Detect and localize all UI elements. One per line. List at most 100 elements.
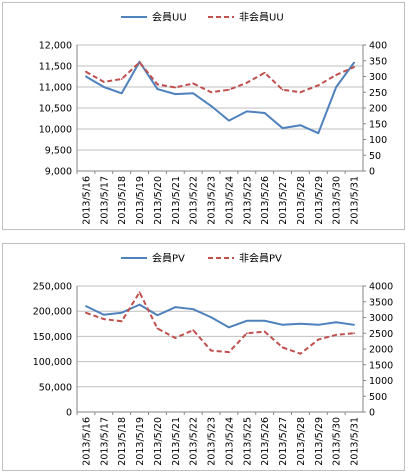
x-axis-tick-label: 2013/5/18 bbox=[117, 417, 128, 466]
pv-chart-panel: 0 50,000 100,000 150,000 200,000 250,000 0 500 1… bbox=[2, 243, 405, 471]
data-point bbox=[174, 337, 177, 339]
right-axis-tick-label: 1500 bbox=[369, 360, 393, 371]
left-axis-tick-label: 200,000 bbox=[33, 307, 72, 318]
data-point bbox=[299, 352, 302, 355]
x-axis-tick-label: 2013/5/16 bbox=[81, 176, 92, 225]
data-point bbox=[335, 333, 338, 336]
x-axis-tick-label: 2013/5/24 bbox=[224, 176, 235, 225]
legend-label: 会員UU bbox=[152, 11, 187, 24]
data-point bbox=[120, 92, 123, 95]
x-axis-tick-label: 2013/5/20 bbox=[153, 417, 164, 466]
data-point bbox=[102, 318, 105, 320]
x-axis-tick-label: 2013/5/29 bbox=[314, 176, 325, 225]
data-point bbox=[228, 351, 230, 354]
left-axis-tick-label: 10,500 bbox=[39, 104, 72, 115]
left-axis-tick-label: 11,500 bbox=[39, 62, 72, 73]
data-point bbox=[317, 84, 320, 87]
data-point bbox=[138, 291, 141, 294]
x-axis-tick-label: 2013/5/30 bbox=[332, 417, 343, 466]
data-point bbox=[210, 349, 212, 352]
data-point bbox=[192, 82, 195, 85]
right-axis-tick-label: 2000 bbox=[369, 345, 393, 356]
data-point bbox=[281, 88, 284, 91]
data-point bbox=[317, 132, 320, 135]
x-axis-tick-label: 2013/5/17 bbox=[99, 417, 110, 466]
legend-label: 会員PV bbox=[152, 252, 185, 265]
data-point bbox=[228, 119, 230, 122]
right-axis-tick-label: 2500 bbox=[369, 329, 393, 340]
right-axis-tick-label: 350 bbox=[369, 56, 387, 67]
data-point bbox=[120, 320, 123, 323]
data-point bbox=[85, 305, 87, 308]
left-axis-tick-label: 12,000 bbox=[39, 41, 72, 52]
data-point bbox=[192, 92, 195, 95]
data-point bbox=[263, 319, 266, 322]
x-axis-tick-label: 2013/5/16 bbox=[81, 417, 92, 466]
data-point bbox=[299, 322, 302, 325]
data-point bbox=[102, 80, 105, 83]
data-point bbox=[281, 323, 284, 326]
data-point bbox=[85, 311, 87, 314]
data-point bbox=[156, 314, 159, 317]
pv-line-chart: 0 50,000 100,000 150,000 200,000 250,000 0 500 1… bbox=[33, 252, 393, 466]
x-axis-tick-label: 2013/5/22 bbox=[189, 176, 200, 225]
left-axis-tick-label: 100,000 bbox=[33, 357, 72, 368]
data-point bbox=[353, 332, 355, 335]
data-point bbox=[263, 71, 266, 74]
right-axis-tick-label: 4000 bbox=[369, 282, 393, 293]
data-point bbox=[85, 75, 87, 78]
data-point bbox=[210, 316, 212, 319]
left-axis-tick-label: 250,000 bbox=[33, 282, 72, 293]
left-axis-tick-label: 9,500 bbox=[45, 146, 72, 157]
data-point bbox=[317, 323, 320, 326]
right-axis-tick-label: 50 bbox=[369, 151, 381, 162]
series-line-non-member bbox=[85, 291, 355, 355]
x-axis-tick-label: 2013/5/27 bbox=[278, 417, 289, 466]
data-point bbox=[335, 86, 338, 88]
right-axis-tick-label: 500 bbox=[369, 392, 387, 403]
data-point bbox=[102, 86, 105, 88]
data-point bbox=[317, 338, 320, 341]
x-axis-tick-label: 2013/5/30 bbox=[332, 176, 343, 225]
data-point bbox=[299, 91, 302, 94]
right-axis-tick-label: 150 bbox=[369, 119, 387, 130]
data-point bbox=[174, 86, 177, 89]
left-axis-tick-label: 9,000 bbox=[45, 167, 72, 178]
right-axis-tick-label: 250 bbox=[369, 88, 387, 99]
x-axis-tick-label: 2013/5/28 bbox=[296, 417, 307, 466]
data-point bbox=[138, 61, 141, 64]
data-point bbox=[138, 303, 141, 306]
data-point bbox=[156, 88, 159, 90]
data-point bbox=[263, 112, 266, 114]
x-axis-tick-label: 2013/5/29 bbox=[314, 417, 325, 466]
data-point bbox=[174, 93, 177, 96]
data-point bbox=[245, 81, 248, 84]
legend-label: 非会員UU bbox=[239, 11, 284, 24]
right-axis-tick-label: 3500 bbox=[369, 297, 393, 308]
x-axis-tick-label: 2013/5/24 bbox=[224, 417, 235, 466]
data-point bbox=[353, 61, 355, 64]
x-axis-tick-label: 2013/5/26 bbox=[260, 417, 271, 466]
data-point bbox=[353, 66, 355, 68]
series-line-member bbox=[85, 60, 355, 135]
plot-area bbox=[76, 285, 364, 413]
data-point bbox=[299, 124, 302, 127]
x-axis-tick-label: 2013/5/27 bbox=[278, 176, 289, 225]
x-axis-tick-label: 2013/5/19 bbox=[135, 417, 146, 466]
data-point bbox=[263, 330, 266, 333]
data-point bbox=[228, 88, 230, 91]
right-axis-tick-label: 100 bbox=[369, 135, 387, 146]
data-point bbox=[245, 110, 248, 113]
data-point bbox=[281, 127, 284, 130]
data-point bbox=[102, 313, 105, 316]
right-axis-tick-label: 200 bbox=[369, 104, 387, 115]
right-axis-tick-label: 400 bbox=[369, 41, 387, 52]
right-axis-tick-label: 3000 bbox=[369, 313, 393, 324]
left-axis-tick-label: 11,000 bbox=[39, 83, 72, 94]
data-point bbox=[210, 105, 212, 107]
x-axis-tick-label: 2013/5/31 bbox=[350, 417, 361, 466]
data-point bbox=[120, 78, 123, 80]
left-axis-tick-label: 150,000 bbox=[33, 332, 72, 343]
legend-label: 非会員PV bbox=[239, 252, 282, 265]
right-axis-tick-label: 0 bbox=[369, 167, 375, 178]
